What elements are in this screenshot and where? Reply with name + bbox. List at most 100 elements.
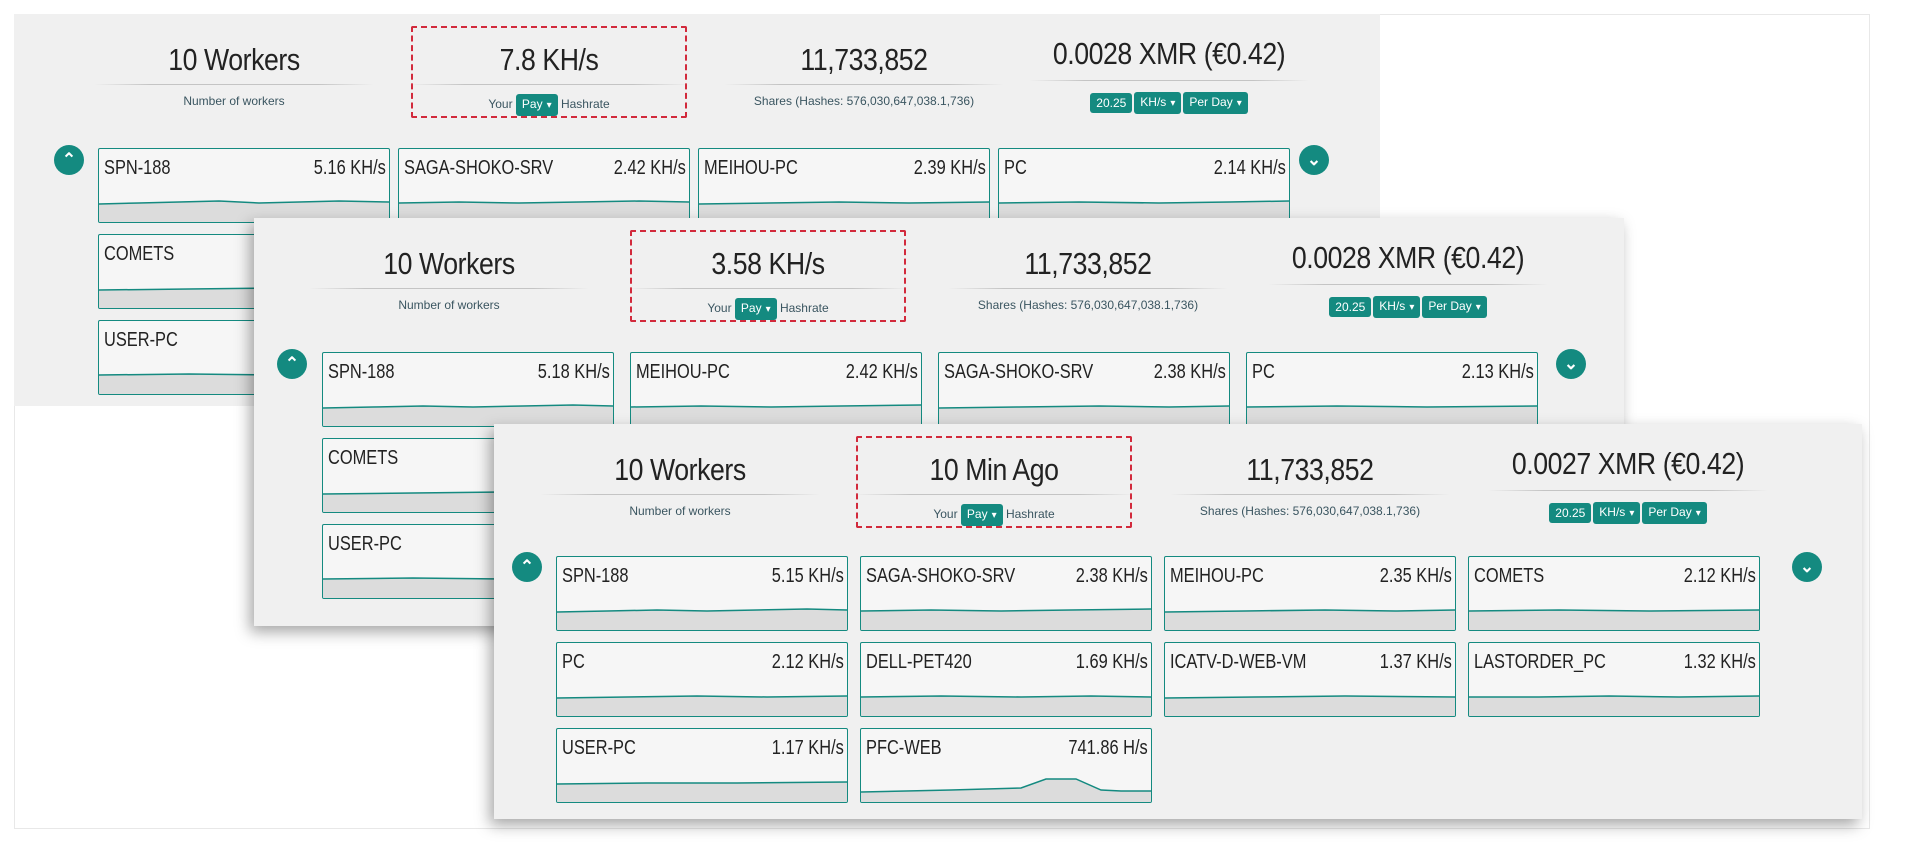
worker-card[interactable]: ICATV-D-WEB-VM 1.37 KH/s — [1164, 642, 1456, 717]
pay-select[interactable]: Pay ▾ — [734, 298, 777, 320]
earnings-controls: 20.25 KH/s ▾ Per Day ▾ — [1258, 296, 1558, 318]
earnings-stat: 0.0028 XMR (€0.42) 20.25 KH/s ▾ Per Day ▾ — [1258, 218, 1558, 338]
earnings-stat: 0.0028 XMR (€0.42) 20.25 KH/s ▾ Per Day ▾ — [1019, 14, 1319, 134]
worker-card[interactable]: PC 2.14 KH/s — [998, 148, 1290, 223]
earnings-value: 0.0028 XMR (€0.42) — [1052, 36, 1286, 71]
worker-card[interactable]: LASTORDER_PC 1.32 KH/s — [1468, 642, 1760, 717]
worker-card[interactable]: SAGA-SHOKO-SRV 2.38 KH/s — [938, 352, 1230, 427]
period-select[interactable]: Per Day ▾ — [1422, 296, 1487, 318]
stats-bar: 10 Workers Number of workers 10 Min Ago … — [494, 424, 1862, 544]
hashrate-value: 10 Min Ago — [929, 452, 1059, 487]
pay-select[interactable]: Pay ▾ — [515, 94, 558, 116]
hashrate-sparkline — [323, 404, 613, 426]
period-select[interactable]: Per Day ▾ — [1183, 92, 1248, 114]
hashrate-sparkline — [699, 201, 989, 222]
shares-label: Shares (Hashes: 576,030,647,038.1,736) — [977, 298, 1199, 312]
chevron-down-icon: ▾ — [1409, 302, 1415, 313]
chevron-down-icon: ▾ — [1629, 508, 1635, 519]
hashrate-amount-field[interactable]: 20.25 — [1090, 93, 1133, 113]
chevron-down-icon: ▾ — [1170, 98, 1176, 109]
earnings-stat: 0.0027 XMR (€0.42) 20.25 KH/s ▾ Per Day ▾ — [1478, 424, 1778, 544]
worker-dashboard-panel-3: 10 Workers Number of workers 10 Min Ago … — [494, 424, 1862, 819]
worker-card[interactable]: PFC-WEB 741.86 H/s — [860, 728, 1152, 803]
chevron-down-icon: ▾ — [991, 510, 997, 521]
worker-card[interactable]: MEIHOU-PC 2.35 KH/s — [1164, 556, 1456, 631]
chevron-down-icon[interactable]: ⌄ — [1792, 552, 1822, 582]
hashrate-label: Your Pay ▾ Hashrate — [844, 504, 1144, 526]
worker-card[interactable]: SPN-188 5.18 KH/s — [322, 352, 614, 427]
earnings-controls: 20.25 KH/s ▾ Per Day ▾ — [1478, 502, 1778, 524]
hashrate-sparkline — [557, 781, 847, 802]
hashrate-sparkline — [861, 778, 1151, 802]
worker-card[interactable]: PC 2.12 KH/s — [556, 642, 848, 717]
hashrate-value: 7.8 KH/s — [499, 42, 599, 77]
workers-label: Number of workers — [629, 504, 731, 518]
worker-card[interactable]: DELL-PET420 1.69 KH/s — [860, 642, 1152, 717]
hashrate-sparkline — [1469, 695, 1759, 716]
hashrate-sparkline — [1247, 405, 1537, 426]
hashrate-sparkline — [999, 200, 1289, 222]
earnings-controls: 20.25 KH/s ▾ Per Day ▾ — [1019, 92, 1319, 114]
worker-card[interactable]: COMETS 2.12 KH/s — [1468, 556, 1760, 631]
hashrate-stat: 7.8 KH/s Your Pay ▾ Hashrate — [399, 14, 699, 134]
shares-stat: 11,733,852 Shares (Hashes: 576,030,647,0… — [938, 218, 1238, 338]
collapse-chevrons-icon[interactable]: ⌃ — [54, 145, 84, 175]
chevron-down-icon: ▾ — [765, 304, 771, 315]
workers-count: 10 Workers — [168, 42, 300, 77]
workers-label: Number of workers — [183, 94, 285, 108]
chevron-down-icon: ▾ — [546, 100, 552, 111]
worker-card[interactable]: SPN-188 5.15 KH/s — [556, 556, 848, 631]
hashrate-stat: 10 Min Ago Your Pay ▾ Hashrate — [844, 424, 1144, 544]
shares-value: 11,733,852 — [1246, 452, 1374, 487]
earnings-value: 0.0027 XMR (€0.42) — [1511, 446, 1745, 481]
hashrate-sparkline — [557, 695, 847, 716]
stats-bar: 10 Workers Number of workers 3.58 KH/s Y… — [254, 218, 1624, 338]
workers-count: 10 Workers — [614, 452, 746, 487]
worker-card[interactable]: SAGA-SHOKO-SRV 2.38 KH/s — [860, 556, 1152, 631]
hashrate-sparkline — [1165, 695, 1455, 716]
unit-select[interactable]: KH/s ▾ — [1593, 502, 1641, 524]
worker-card[interactable]: PC 2.13 KH/s — [1246, 352, 1538, 427]
chevron-down-icon[interactable]: ⌄ — [1556, 349, 1586, 379]
hashrate-sparkline — [939, 405, 1229, 426]
hashrate-sparkline — [1469, 609, 1759, 630]
collapse-chevrons-icon[interactable]: ⌃ — [277, 349, 307, 379]
worker-card[interactable]: SPN-188 5.16 KH/s — [98, 148, 390, 223]
hashrate-label: Your Pay ▾ Hashrate — [399, 94, 699, 116]
hashrate-label: Your Pay ▾ Hashrate — [618, 298, 918, 320]
worker-card[interactable]: MEIHOU-PC 2.39 KH/s — [698, 148, 990, 223]
hashrate-sparkline — [557, 608, 847, 630]
shares-label: Shares (Hashes: 576,030,647,038.1,736) — [1199, 504, 1421, 518]
hashrate-stat: 3.58 KH/s Your Pay ▾ Hashrate — [618, 218, 918, 338]
shares-value: 11,733,852 — [1024, 246, 1152, 281]
hashrate-amount-field[interactable]: 20.25 — [1549, 503, 1592, 523]
shares-value: 11,733,852 — [800, 42, 928, 77]
hashrate-sparkline — [631, 404, 921, 426]
shares-label: Shares (Hashes: 576,030,647,038.1,736) — [753, 94, 975, 108]
hashrate-sparkline — [861, 695, 1151, 716]
worker-card[interactable]: MEIHOU-PC 2.42 KH/s — [630, 352, 922, 427]
unit-select[interactable]: KH/s ▾ — [1134, 92, 1182, 114]
earnings-value: 0.0028 XMR (€0.42) — [1291, 240, 1525, 275]
chevron-down-icon: ▾ — [1475, 302, 1481, 313]
chevron-down-icon: ▾ — [1236, 98, 1242, 109]
workers-stat: 10 Workers Number of workers — [530, 424, 830, 544]
workers-label: Number of workers — [398, 298, 500, 312]
workers-count: 10 Workers — [383, 246, 515, 281]
hashrate-sparkline — [1165, 609, 1455, 630]
workers-stat: 10 Workers Number of workers — [84, 14, 384, 134]
hashrate-value: 3.58 KH/s — [711, 246, 825, 281]
worker-card[interactable]: SAGA-SHOKO-SRV 2.42 KH/s — [398, 148, 690, 223]
chevron-down-icon[interactable]: ⌄ — [1299, 145, 1329, 175]
hashrate-sparkline — [861, 608, 1151, 630]
shares-stat: 11,733,852 Shares (Hashes: 576,030,647,0… — [714, 14, 1014, 134]
collapse-chevrons-icon[interactable]: ⌃ — [512, 552, 542, 582]
hashrate-sparkline — [399, 200, 689, 222]
worker-card[interactable]: USER-PC 1.17 KH/s — [556, 728, 848, 803]
period-select[interactable]: Per Day ▾ — [1642, 502, 1707, 524]
shares-stat: 11,733,852 Shares (Hashes: 576,030,647,0… — [1160, 424, 1460, 544]
hashrate-amount-field[interactable]: 20.25 — [1329, 297, 1372, 317]
unit-select[interactable]: KH/s ▾ — [1373, 296, 1421, 318]
stats-bar: 10 Workers Number of workers 7.8 KH/s Yo… — [14, 14, 1380, 134]
pay-select[interactable]: Pay ▾ — [960, 504, 1003, 526]
